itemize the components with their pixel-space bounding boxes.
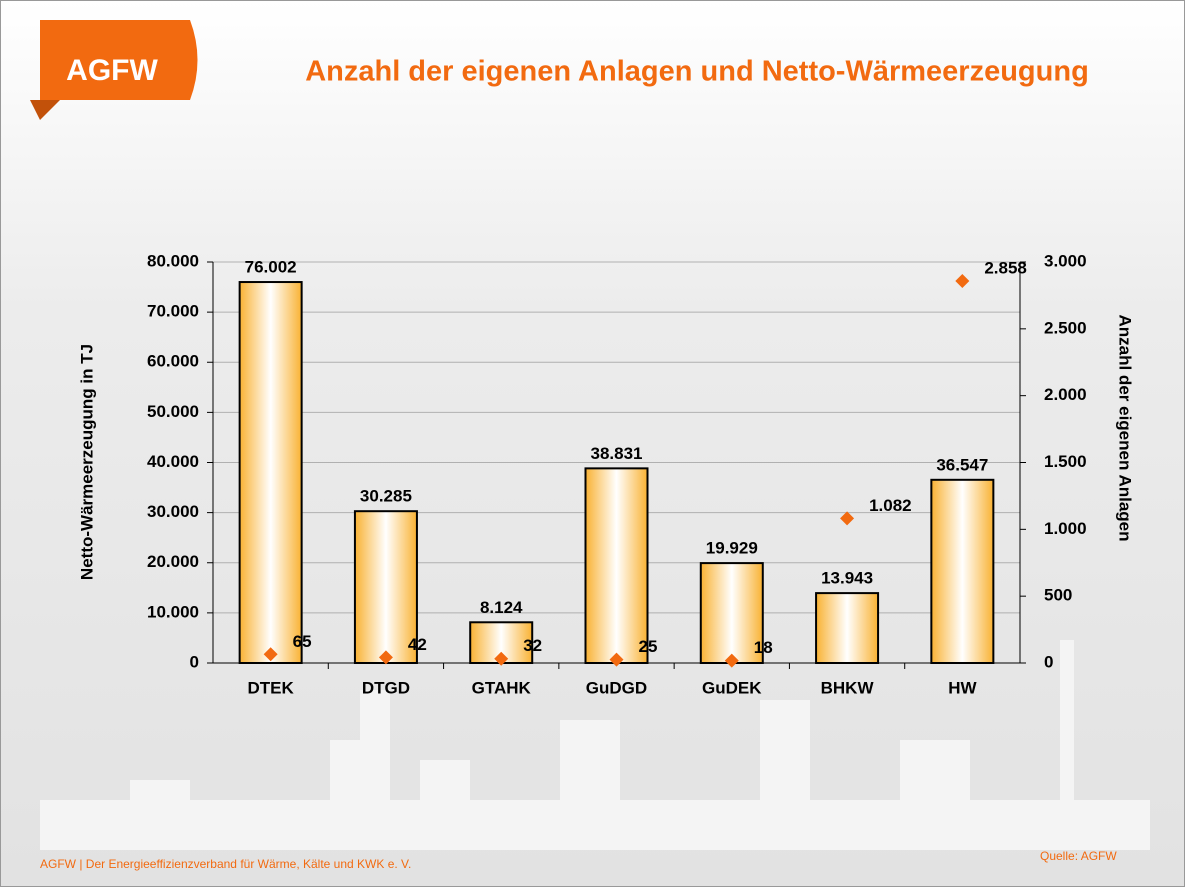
chart-title: Anzahl der eigenen Anlagen und Netto-Wär… bbox=[305, 56, 1089, 88]
point-label: 32 bbox=[523, 636, 542, 655]
bar bbox=[238, 281, 303, 664]
logo: AGFW bbox=[30, 20, 198, 120]
point bbox=[840, 511, 855, 526]
skyline bbox=[40, 640, 1150, 850]
point bbox=[263, 647, 278, 662]
point-label: 25 bbox=[639, 637, 658, 656]
y-tick-label: 70.000 bbox=[147, 302, 199, 321]
bar-label: 30.285 bbox=[360, 487, 412, 506]
x-tick-label: DTEK bbox=[248, 678, 295, 697]
x-tick-label: HW bbox=[948, 678, 977, 697]
y2-tick-label: 0 bbox=[1044, 652, 1053, 671]
y2-tick-label: 2.000 bbox=[1044, 385, 1087, 404]
point bbox=[724, 653, 739, 668]
bar-label: 19.929 bbox=[706, 539, 758, 558]
x-tick-label: DTGD bbox=[362, 678, 410, 697]
x-tick-label: BHKW bbox=[821, 678, 875, 697]
point-label: 1.082 bbox=[869, 496, 912, 515]
y2-axis-label: Anzahl der eigenen Anlagen bbox=[1116, 314, 1135, 541]
bar bbox=[815, 592, 880, 665]
bar-label: 36.547 bbox=[936, 455, 988, 474]
y2-tick-label: 2.500 bbox=[1044, 318, 1087, 337]
source: Quelle: AGFW bbox=[1040, 849, 1117, 863]
bar-label: 13.943 bbox=[821, 569, 873, 588]
footer-text: AGFW | Der Energieeffizienzverband für W… bbox=[40, 857, 411, 871]
bar-label: 38.831 bbox=[591, 444, 643, 463]
point bbox=[609, 652, 624, 667]
bar bbox=[353, 510, 418, 664]
y-tick-label: 40.000 bbox=[147, 452, 199, 471]
logo-text: AGFW bbox=[66, 54, 158, 87]
bar bbox=[584, 467, 649, 664]
y2-tick-label: 1.500 bbox=[1044, 452, 1087, 471]
point bbox=[378, 650, 393, 665]
y-tick-label: 0 bbox=[190, 652, 199, 671]
bar-label: 76.002 bbox=[245, 258, 297, 277]
point-label: 65 bbox=[293, 632, 312, 651]
y-tick-label: 80.000 bbox=[147, 251, 199, 270]
point bbox=[494, 651, 509, 666]
bar-label: 8.124 bbox=[480, 598, 523, 617]
y-axis-label: Netto-Wärmeerzeugung in TJ bbox=[77, 344, 96, 580]
point-label: 18 bbox=[754, 638, 773, 657]
y2-tick-label: 500 bbox=[1044, 586, 1072, 605]
y-tick-label: 20.000 bbox=[147, 552, 199, 571]
x-tick-label: GuDEK bbox=[702, 678, 762, 697]
point-label: 42 bbox=[408, 635, 427, 654]
y-tick-label: 30.000 bbox=[147, 502, 199, 521]
x-tick-label: GuDGD bbox=[586, 678, 647, 697]
y-tick-label: 50.000 bbox=[147, 402, 199, 421]
bar bbox=[699, 562, 764, 665]
point-label: 2.858 bbox=[984, 258, 1027, 277]
x-tick-label: GTAHK bbox=[472, 678, 532, 697]
bar bbox=[930, 478, 995, 664]
y-tick-label: 60.000 bbox=[147, 352, 199, 371]
y-tick-label: 10.000 bbox=[147, 602, 199, 621]
y2-tick-label: 1.000 bbox=[1044, 519, 1087, 538]
point bbox=[955, 273, 970, 288]
y2-tick-label: 3.000 bbox=[1044, 251, 1087, 270]
